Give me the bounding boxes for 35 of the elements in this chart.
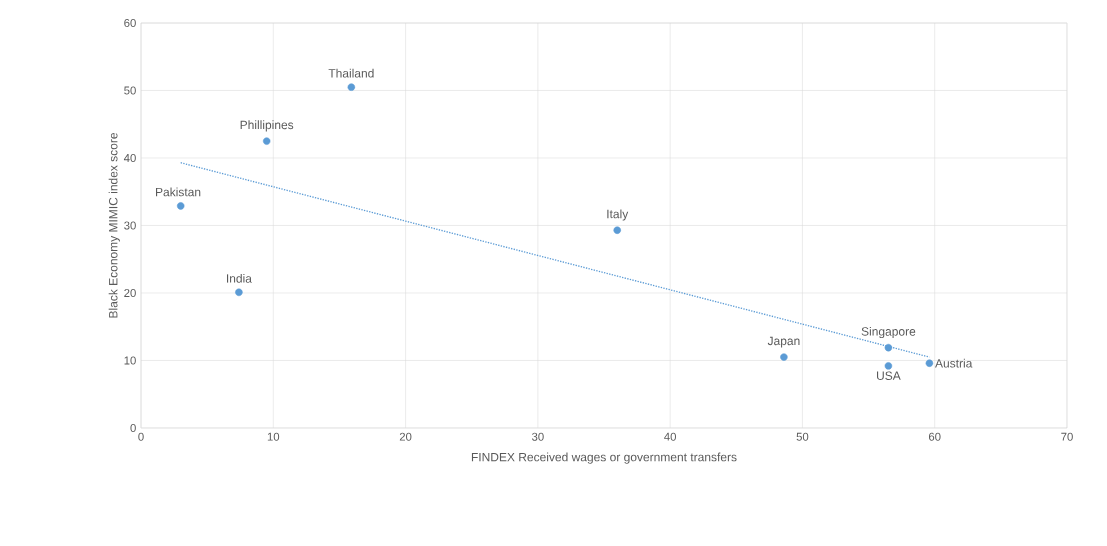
point — [176, 202, 185, 210]
x-axis-title: FINDEX Received wages or government transfers — [471, 452, 737, 464]
x-tick-label: 0 — [138, 432, 144, 441]
y-tick-label: 10 — [124, 356, 136, 365]
x-tick-label: 40 — [664, 432, 676, 441]
point — [925, 359, 934, 367]
point — [235, 288, 243, 297]
x-tick-label: 10 — [267, 432, 280, 441]
x-tick-label: 60 — [929, 432, 941, 441]
point — [780, 353, 788, 361]
annotation: Pakistan — [156, 187, 201, 197]
point — [347, 83, 356, 91]
point — [262, 137, 271, 145]
y-tick-label: 50 — [124, 86, 136, 95]
annotation: USA — [877, 371, 901, 380]
point — [613, 226, 621, 234]
y-tick-label: 30 — [124, 221, 136, 230]
point — [884, 362, 893, 370]
x-tick-label: 50 — [796, 432, 809, 441]
annotation: Singapore — [861, 326, 916, 339]
y-tick-label: 40 — [123, 153, 136, 162]
y-tick-label: 60 — [124, 19, 136, 28]
x-tick-label: 30 — [532, 432, 544, 441]
y-tick-label: 20 — [124, 288, 136, 297]
x-tick-label: 70 — [1061, 432, 1073, 441]
y-axis-title: Black Economy MIMIC index score — [108, 133, 120, 318]
annotation: Italy — [607, 209, 629, 221]
annotation: Japan — [767, 336, 800, 348]
annotation: Austria — [935, 358, 973, 368]
y-tick-label: 0 — [130, 423, 136, 432]
x-tick-label: 20 — [399, 432, 412, 441]
annotation: Thailand — [328, 68, 374, 78]
annotation: Phillipines — [240, 120, 294, 132]
point — [884, 343, 893, 352]
annotation: India — [227, 273, 252, 283]
